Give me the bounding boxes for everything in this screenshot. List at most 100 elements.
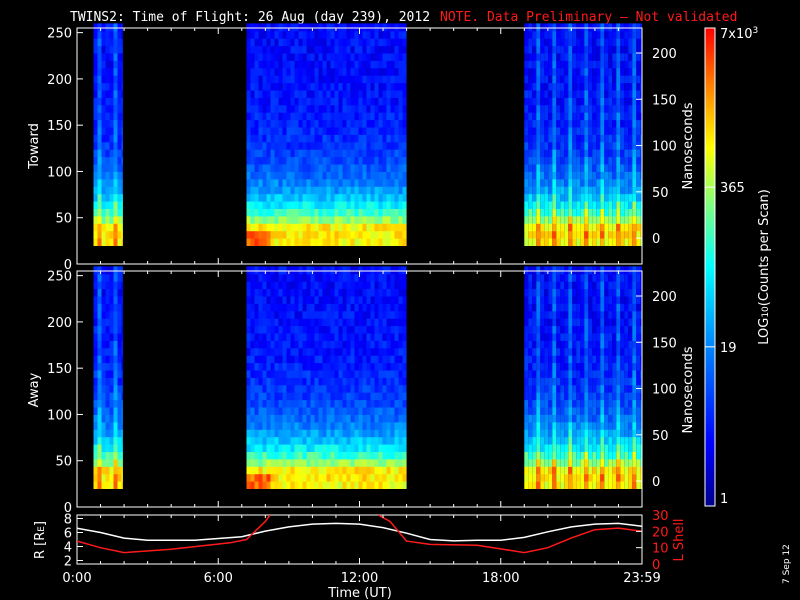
spectrogram-cell <box>346 171 351 180</box>
spectrogram-cell <box>370 347 375 356</box>
spectrogram-cell <box>330 215 335 224</box>
spectrogram-cell <box>600 392 605 401</box>
spectrogram-cell <box>632 156 637 165</box>
spectrogram-cell <box>636 399 641 408</box>
spectrogram-cell <box>576 466 581 475</box>
spectrogram-cell <box>528 141 533 150</box>
spectrogram-cell <box>109 67 114 76</box>
spectrogram-cell <box>544 333 549 341</box>
spectrogram-cell <box>113 104 118 113</box>
spectrogram-cell <box>620 355 625 364</box>
spectrogram-cell <box>286 392 291 401</box>
spectrogram-cell <box>640 38 642 47</box>
spectrogram-cell <box>592 407 597 415</box>
spectrogram-cell <box>624 30 629 39</box>
spectrogram-cell <box>310 171 315 180</box>
spectrogram-cell <box>640 473 642 482</box>
spectrogram-cell <box>290 333 295 341</box>
spectrogram-cell <box>382 201 387 209</box>
spectrogram-cell <box>620 75 625 84</box>
spectrogram-cell <box>374 134 379 143</box>
spectrogram-cell <box>552 370 557 378</box>
spectrogram-cell <box>334 392 339 401</box>
spectrogram-cell <box>302 193 307 202</box>
spectrogram-cell <box>624 318 629 327</box>
spectrogram-cell <box>117 325 122 334</box>
spectrogram-cell <box>358 53 363 61</box>
spectrogram-cell <box>117 310 122 319</box>
spectrogram-cell <box>262 67 267 76</box>
spectrogram-cell <box>378 53 383 61</box>
spectrogram-cell <box>532 384 537 393</box>
spectrogram-cell <box>258 90 263 98</box>
spectrogram-cell <box>101 355 106 364</box>
spectrogram-cell <box>318 429 323 438</box>
spectrogram-cell <box>326 384 331 393</box>
spectrogram-cell <box>250 451 255 460</box>
spectrogram-cell <box>262 208 267 217</box>
spectrogram-cell <box>354 303 359 312</box>
spectrogram-cell <box>600 296 605 304</box>
spectrogram-cell <box>636 82 641 91</box>
spectrogram-cell <box>640 310 642 319</box>
spectrogram-cell <box>342 223 347 232</box>
spectrogram-cell <box>612 215 617 224</box>
spectrogram-cell <box>640 75 642 84</box>
spectrogram-cell <box>278 325 283 334</box>
spectrogram-cell <box>342 384 347 393</box>
spectrogram-cell <box>552 451 557 460</box>
spectrogram-cell <box>548 60 553 69</box>
spectrogram-cell <box>616 392 621 401</box>
spectrogram-cell <box>266 399 271 408</box>
spectrogram-cell <box>398 38 403 47</box>
spectrogram-cell <box>250 97 255 106</box>
spectrogram-cell <box>592 30 597 39</box>
spectrogram-cell <box>584 164 589 172</box>
spectrogram-cell <box>632 325 637 334</box>
spectrogram-cell <box>105 318 110 327</box>
spectrogram-cell <box>294 355 299 364</box>
spectrogram-cell <box>640 399 642 408</box>
spectrogram-cell <box>101 466 106 475</box>
spectrogram-cell <box>334 215 339 224</box>
spectrogram-cell <box>636 296 641 304</box>
spectrogram-cell <box>306 436 311 445</box>
spectrogram-cell <box>117 296 122 304</box>
spectrogram-cell <box>386 127 391 135</box>
spectrogram-cell <box>350 127 355 135</box>
spectrogram-cell <box>544 164 549 172</box>
spectrogram-cell <box>302 208 307 217</box>
spectrogram-cell <box>382 333 387 341</box>
spectrogram-cell <box>354 436 359 445</box>
spectrogram-cell <box>608 333 613 341</box>
spectrogram-cell <box>254 392 259 401</box>
spectrogram-cell <box>532 208 537 217</box>
spectrogram-cell <box>596 171 601 180</box>
spectrogram-cell <box>346 97 351 106</box>
spectrogram-cell <box>330 399 335 408</box>
spectrogram-cell <box>105 340 110 349</box>
spectrogram-cell <box>398 466 403 475</box>
spectrogram-cell <box>298 399 303 408</box>
spectrogram-cell <box>556 347 561 356</box>
spectrogram-cell <box>604 134 609 143</box>
spectrogram-cell <box>628 347 633 356</box>
spectrogram-cell <box>322 407 327 415</box>
spectrogram-cell <box>604 238 609 246</box>
spectrogram-cell <box>604 458 609 467</box>
spectrogram-cell <box>302 164 307 172</box>
spectrogram-cell <box>254 288 259 297</box>
spectrogram-cell <box>274 451 279 460</box>
spectrogram-cell <box>109 399 114 408</box>
spectrogram-cell <box>270 436 275 445</box>
spectrogram-cell <box>109 60 114 69</box>
spectrogram-cell <box>378 347 383 356</box>
spectrogram-cell <box>101 421 106 430</box>
spectrogram-cell <box>394 171 399 180</box>
spectrogram-cell <box>528 370 533 378</box>
spectrogram-cell <box>334 156 339 165</box>
spectrogram-cell <box>270 171 275 180</box>
spectrogram-cell <box>334 399 339 408</box>
spectrogram-cell <box>366 266 371 275</box>
spectrogram-cell <box>398 127 403 135</box>
